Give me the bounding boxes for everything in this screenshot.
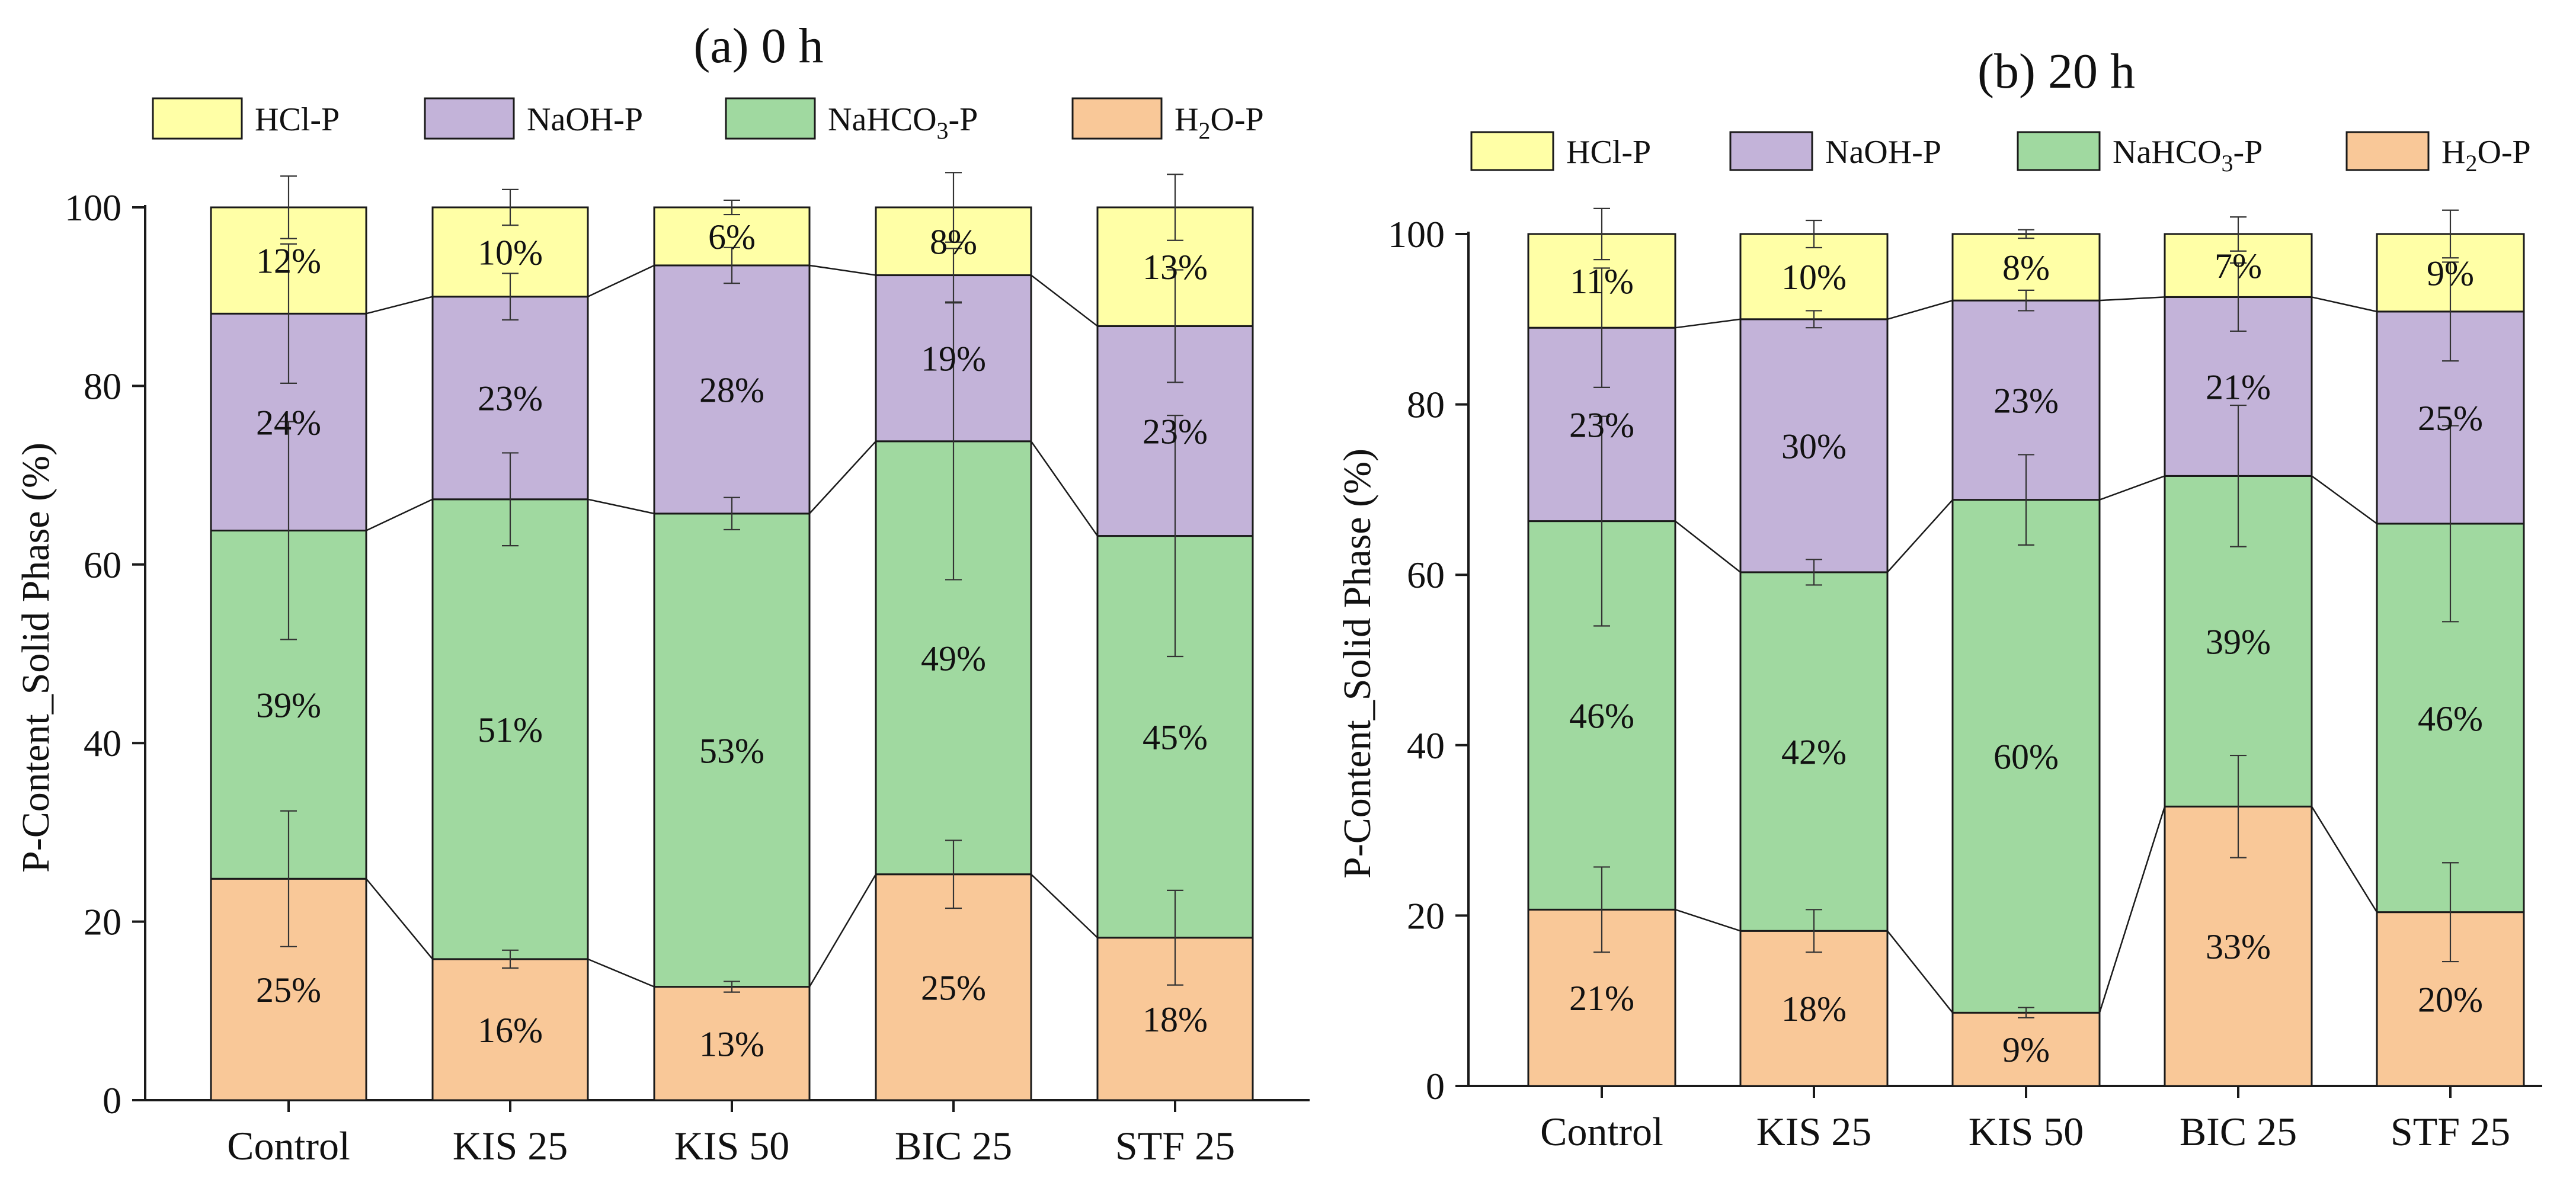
x-category-label-1: KIS 25 <box>1756 1109 1872 1154</box>
legend-swatch-h2o <box>1073 98 1161 139</box>
x-category-label-1: KIS 25 <box>453 1123 568 1168</box>
data-label-hcl-0: 11% <box>1570 262 1634 301</box>
y-tick-label-20: 20 <box>84 901 121 943</box>
data-label-nahco3-2: 60% <box>1993 737 2059 776</box>
y-tick-label-0: 0 <box>103 1079 121 1121</box>
data-label-nahco3-2: 53% <box>699 731 764 770</box>
x-category-label-3: BIC 25 <box>895 1123 1012 1168</box>
data-label-h2o-4: 20% <box>2418 980 2483 1019</box>
data-label-nahco3-3: 49% <box>921 639 986 678</box>
data-label-hcl-4: 9% <box>2427 254 2474 293</box>
data-label-h2o-2: 9% <box>2002 1030 2050 1069</box>
y-tick-label-40: 40 <box>84 722 121 764</box>
x-category-label-0: Control <box>227 1123 350 1168</box>
data-label-naoh-2: 23% <box>1993 381 2059 420</box>
data-label-naoh-1: 30% <box>1781 427 1847 466</box>
data-label-h2o-2: 13% <box>699 1024 764 1063</box>
y-tick-label-60: 60 <box>84 544 121 586</box>
legend-swatch-naoh <box>1730 132 1812 170</box>
legend-label-h2o: H2O-P <box>2441 134 2531 177</box>
data-label-nahco3-4: 45% <box>1143 718 1208 757</box>
data-label-naoh-2: 28% <box>699 370 764 409</box>
data-label-naoh-3: 19% <box>921 339 986 379</box>
y-tick-label-80: 80 <box>1407 384 1445 426</box>
data-label-h2o-3: 33% <box>2206 927 2271 966</box>
data-label-hcl-1: 10% <box>1781 258 1847 297</box>
legend-label-hcl: HCl-P <box>255 101 340 138</box>
data-label-hcl-4: 13% <box>1143 248 1208 287</box>
data-label-naoh-4: 25% <box>2418 399 2483 438</box>
legend-swatch-hcl <box>1471 132 1553 170</box>
x-category-label-2: KIS 50 <box>674 1123 790 1168</box>
x-category-label-3: BIC 25 <box>2180 1109 2297 1154</box>
legend-label-h2o: H2O-P <box>1175 101 1264 144</box>
data-label-nahco3-3: 39% <box>2206 622 2271 661</box>
data-label-hcl-3: 8% <box>930 222 977 261</box>
x-category-label-4: STF 25 <box>2391 1109 2510 1154</box>
legend-label-nahco3: NaHCO3-P <box>828 101 978 144</box>
x-category-label-4: STF 25 <box>1115 1123 1235 1168</box>
data-label-naoh-3: 21% <box>2206 367 2271 406</box>
y-tick-label-0: 0 <box>1426 1065 1445 1107</box>
data-label-nahco3-1: 42% <box>1781 733 1847 772</box>
data-label-naoh-0: 23% <box>1569 405 1634 444</box>
x-category-label-2: KIS 50 <box>1969 1109 2084 1154</box>
legend-swatch-nahco3 <box>2018 132 2100 170</box>
data-label-naoh-0: 24% <box>256 403 321 442</box>
data-label-h2o-3: 25% <box>921 968 986 1007</box>
y-tick-label-20: 20 <box>1407 895 1445 937</box>
y-tick-label-80: 80 <box>84 365 121 407</box>
legend-swatch-naoh <box>425 98 514 139</box>
legend-label-naoh: NaOH-P <box>1825 134 1941 171</box>
data-label-hcl-1: 10% <box>478 233 543 272</box>
data-label-hcl-3: 7% <box>2215 246 2262 286</box>
y-tick-label-100: 100 <box>1388 213 1445 255</box>
data-label-naoh-1: 23% <box>478 379 543 418</box>
panel-a-y-axis-title: P-Content_Solid Phase (%) <box>14 443 57 873</box>
panel-b-title: (b) 20 h <box>1977 44 2135 99</box>
legend-swatch-hcl <box>153 98 242 139</box>
y-tick-label-40: 40 <box>1407 725 1445 767</box>
panel-a-plot: 0 20 40 60 80 100 Control KIS 25 KIS 50 BIC 25 STF… <box>65 172 1310 1168</box>
legend-label-hcl: HCl-P <box>1566 134 1651 171</box>
x-category-label-0: Control <box>1540 1109 1663 1154</box>
data-label-nahco3-0: 46% <box>1569 696 1634 735</box>
legend-label-naoh: NaOH-P <box>527 101 643 138</box>
legend-label-nahco3: NaHCO3-P <box>2113 134 2263 177</box>
data-label-h2o-4: 18% <box>1143 1000 1208 1039</box>
y-tick-label-100: 100 <box>65 187 121 229</box>
y-tick-label-60: 60 <box>1407 554 1445 596</box>
figure: (a) 0 h HCl-P NaOH-P NaHCO3-P H2O-P P-Conte… <box>0 0 2576 1192</box>
data-label-h2o-1: 16% <box>478 1011 543 1050</box>
data-label-hcl-2: 8% <box>2002 248 2050 287</box>
panel-a-title: (a) 0 h <box>693 18 823 73</box>
data-label-h2o-0: 21% <box>1569 979 1634 1018</box>
data-label-h2o-1: 18% <box>1781 989 1847 1028</box>
data-label-naoh-4: 23% <box>1143 412 1208 451</box>
data-label-nahco3-1: 51% <box>478 710 543 749</box>
legend-swatch-h2o <box>2347 132 2428 170</box>
chart-canvas: (a) 0 h HCl-P NaOH-P NaHCO3-P H2O-P P-Conte… <box>0 0 2576 1192</box>
data-label-hcl-2: 6% <box>708 217 756 257</box>
data-label-hcl-0: 12% <box>256 242 321 281</box>
data-label-nahco3-0: 39% <box>256 685 321 725</box>
data-label-nahco3-4: 46% <box>2418 699 2483 738</box>
legend-swatch-nahco3 <box>726 98 815 139</box>
panel-b-y-axis-title: P-Content_Solid Phase (%) <box>1336 448 1379 879</box>
data-label-h2o-0: 25% <box>256 970 321 1010</box>
